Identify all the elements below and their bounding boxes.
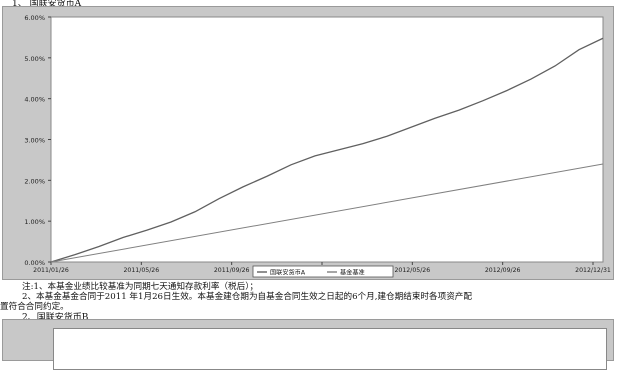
plot-area bbox=[50, 16, 604, 263]
chart-frame: 0.00% 1.00% 2.00% 3.00% 4.00% 5.00% 6.00% 2011/… bbox=[2, 6, 614, 280]
legend-label-2: 基金基准 bbox=[340, 269, 365, 277]
x-tick-label: 2012/05/26 bbox=[394, 267, 430, 274]
y-tick-label: 5.00% bbox=[24, 55, 45, 63]
x-tick-label: 2012/09/26 bbox=[485, 267, 521, 274]
series-line-2 bbox=[50, 163, 604, 263]
section-2-heading: 2、国联安货币B bbox=[22, 313, 89, 323]
legend-box bbox=[252, 265, 394, 278]
note-line-3: 置符合合同约定。 bbox=[0, 302, 69, 312]
y-tick-label: 6.00% bbox=[24, 14, 45, 22]
legend-label-1: 国联安货币A bbox=[270, 269, 306, 277]
x-tick-label: 2011/05/26 bbox=[123, 267, 159, 274]
series-line-1 bbox=[50, 37, 604, 263]
y-tick-label: 3.00% bbox=[24, 137, 45, 145]
x-tick-label: 2011/01/26 bbox=[33, 267, 69, 274]
section-1-heading: 1、 国联安货币A bbox=[12, 0, 82, 9]
y-tick-label: 2.00% bbox=[24, 177, 45, 185]
x-tick-label: 2011/09/26 bbox=[214, 267, 250, 274]
y-tick-label: 0.00% bbox=[24, 259, 45, 267]
note-line-1: 注:1、本基金业绩比较基准为同期七天通知存款利率（税后）； bbox=[22, 282, 259, 292]
y-tick-label: 4.00% bbox=[24, 96, 45, 104]
chart-b-frame bbox=[2, 319, 614, 370]
chart-b-plot-area bbox=[53, 328, 607, 370]
note-line-2: 2、本基金基金合同于2011 年1月26日生效。本基金建仓期为自基金合同生效之日… bbox=[22, 292, 472, 302]
x-tick-label: 2012/12/31 bbox=[575, 267, 611, 274]
return-chart: 0.00% 1.00% 2.00% 3.00% 4.00% 5.00% 6.00% 2011/… bbox=[24, 14, 611, 278]
y-tick-label: 1.00% bbox=[24, 218, 45, 226]
